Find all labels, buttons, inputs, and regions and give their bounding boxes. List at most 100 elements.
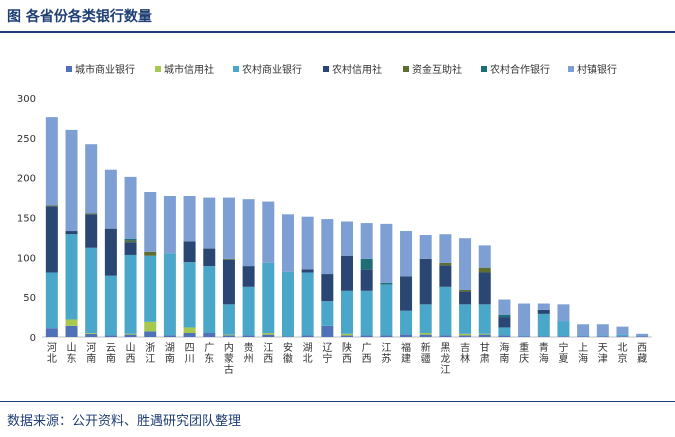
bar-segment <box>557 304 570 322</box>
x-tick-label: 山东 <box>67 342 77 365</box>
bar-segment <box>596 324 609 336</box>
bar-segment <box>459 291 472 305</box>
bar-segment <box>321 219 334 275</box>
title-rule <box>0 31 675 33</box>
bar-segment <box>262 333 275 335</box>
bar-segment <box>360 269 373 291</box>
bar-segment <box>459 335 472 337</box>
bar-segment <box>478 245 491 268</box>
x-tick-label: 陕西 <box>342 341 352 365</box>
bar-segment <box>183 333 196 337</box>
data-source: 数据来源：公开资料、胜遇研究团队整理 <box>7 414 242 429</box>
bar-segment <box>144 331 157 337</box>
bar-segment <box>459 238 472 290</box>
bar-segment <box>144 192 157 252</box>
bar-segment <box>104 275 117 336</box>
x-tick-label: 贵州 <box>244 341 254 365</box>
legend-label: 资金互助社 <box>412 63 462 76</box>
bar-segment <box>203 333 216 337</box>
x-tick-label: 天津 <box>598 343 608 365</box>
bar-segment <box>537 313 550 337</box>
y-tick-label: 250 <box>17 134 36 145</box>
bar-segment <box>498 299 511 315</box>
bar-segment <box>222 258 235 260</box>
bar-segment <box>557 321 570 337</box>
x-tick-label: 广东 <box>204 342 214 365</box>
bar-segment <box>321 274 334 302</box>
bar-segment <box>242 199 255 267</box>
bar-segment <box>222 304 235 335</box>
bar-segment <box>478 267 491 273</box>
bar-segment <box>360 258 373 270</box>
bar-segment <box>65 319 78 326</box>
x-tick-label: 湖北 <box>303 342 313 365</box>
bar-segment <box>203 266 216 334</box>
bar-segment <box>498 314 511 318</box>
x-tick-label: 河南 <box>86 342 96 365</box>
legend-swatch <box>233 66 239 72</box>
bar-segment <box>321 301 334 326</box>
bar-segment <box>301 272 314 336</box>
bar-segment <box>478 304 491 334</box>
bar-segment <box>636 333 649 337</box>
bar-segment <box>498 327 511 336</box>
x-tick-label: 青海 <box>539 341 549 365</box>
bar-segment <box>596 335 609 337</box>
bar-segment <box>85 213 98 215</box>
footer-rule <box>0 401 675 402</box>
x-tick-label: 辽宁 <box>322 342 332 365</box>
x-tick-label: 黑龙江 <box>440 342 450 376</box>
bar-segment <box>596 336 609 337</box>
bar-segment <box>380 282 393 285</box>
x-tick-label: 重庆 <box>519 341 529 365</box>
stacked-bar-chart: 城市商业银行 城市信用社 农村商业银行 农村信用社 资金互助社 农村合作银行 村镇银行 0 50… <box>17 63 652 376</box>
bar-segment <box>380 223 393 283</box>
bar-segment <box>144 255 157 322</box>
bar-segment <box>478 334 491 337</box>
x-tick-label: 河北 <box>47 342 57 365</box>
x-tick-label: 广西 <box>362 342 372 365</box>
bar-segment <box>124 176 137 240</box>
bar-segment <box>577 336 590 337</box>
bar-segment <box>124 240 137 243</box>
bar-segment <box>439 265 452 287</box>
x-tick-label: 云南 <box>106 343 116 365</box>
bar-segment <box>203 248 216 267</box>
bar-segment <box>400 334 413 337</box>
x-tick-label: 海南 <box>499 341 509 365</box>
legend-label: 农村信用社 <box>332 63 382 76</box>
bar-segment <box>537 309 550 314</box>
x-tick-label: 内蒙古 <box>224 341 234 376</box>
x-tick-label: 安徽 <box>283 341 293 365</box>
x-tick-label: 福建 <box>401 341 411 365</box>
bar-segment <box>183 262 196 328</box>
bar-segment <box>85 333 98 334</box>
bar-segment <box>498 317 511 328</box>
bar-segment <box>518 335 531 337</box>
bar-segment <box>124 254 137 334</box>
x-tick-label: 吉林 <box>460 342 470 365</box>
bar-segment <box>518 336 531 337</box>
bar-segment <box>85 214 98 248</box>
bar-segment <box>281 214 294 272</box>
bar-segment <box>124 334 137 337</box>
bar-segment <box>85 247 98 334</box>
bar-segment <box>45 206 58 273</box>
bar-segment <box>616 334 629 337</box>
x-tick-label: 江苏 <box>381 342 391 365</box>
bar-segment <box>380 335 393 337</box>
bar-segment <box>439 262 452 266</box>
bar-segment <box>419 258 432 305</box>
y-tick-label: 200 <box>17 174 36 185</box>
bar-segment <box>301 216 314 270</box>
bar-segment <box>104 335 117 337</box>
bar-segment <box>498 335 511 337</box>
bar-segment <box>439 234 452 263</box>
bar-segment <box>124 242 137 255</box>
bar-segment <box>360 335 373 337</box>
bar-segment <box>439 335 452 337</box>
x-tick-label: 山西 <box>126 342 136 365</box>
bar-segment <box>537 336 550 337</box>
bar-segment <box>281 271 294 337</box>
bar-segment <box>537 303 550 310</box>
